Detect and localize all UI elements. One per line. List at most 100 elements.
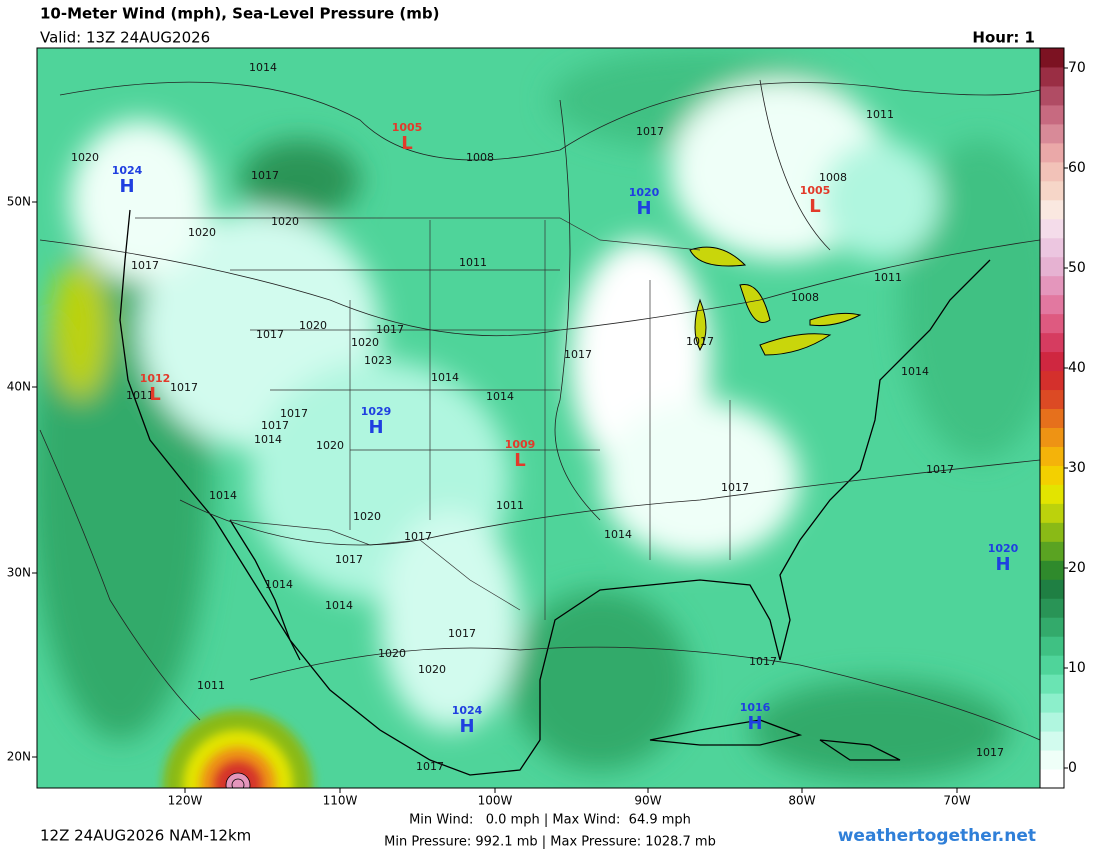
colorbar-bin: [1040, 313, 1064, 334]
colorbar-bin: [1040, 503, 1064, 523]
colorbar-bin: [1040, 655, 1064, 675]
isobar-label: 1017: [749, 655, 777, 668]
center-letter: H: [747, 713, 762, 734]
colorbar-frame: [1039, 47, 1065, 789]
isobar-label: 1020: [188, 226, 216, 239]
isobar-label: 1020: [418, 663, 446, 676]
colorbar-label: 20: [1068, 560, 1086, 576]
isobar-label: 1017: [376, 323, 404, 336]
colorbar-bin: [1040, 294, 1064, 315]
colorbar-bin: [1040, 66, 1064, 87]
isobar-label: 1017: [721, 481, 749, 494]
isobar-label: 1014: [604, 528, 632, 541]
colorbar-bin: [1040, 408, 1064, 428]
lon-label: 80W: [788, 794, 815, 808]
isobar-label: 1014: [325, 599, 353, 612]
center-letter: L: [809, 196, 820, 217]
isobar-label: 1014: [249, 61, 277, 74]
lon-label: 120W: [168, 794, 203, 808]
center-pressure: 1012: [140, 372, 171, 385]
colorbar-label: 70: [1068, 60, 1086, 76]
colorbar-bin: [1040, 636, 1064, 656]
center-pressure: 1024: [452, 704, 483, 717]
center-pressure: 1029: [361, 405, 392, 418]
lon-label: 110W: [323, 794, 358, 808]
colorbar-bin: [1040, 598, 1064, 618]
isobar-label: 1017: [335, 553, 363, 566]
colorbar-bin: [1040, 522, 1064, 542]
center-letter: H: [459, 716, 474, 737]
isobar-label: 1008: [466, 151, 494, 164]
colorbar-bin: [1040, 712, 1064, 732]
center-letter: L: [149, 384, 160, 405]
isobar-label: 1017: [564, 348, 592, 361]
center-letter: L: [401, 133, 412, 154]
isobar-label: 1020: [351, 336, 379, 349]
wind-shading: [37, 50, 1040, 780]
lat-label: 20N: [7, 750, 31, 764]
center-pressure: 1024: [112, 164, 143, 177]
colorbar-label: 0: [1068, 760, 1077, 776]
hurricane: [163, 710, 313, 788]
colorbar-bin: [1040, 351, 1064, 372]
colorbar-bin: [1040, 256, 1064, 277]
isobars: [39, 79, 1040, 741]
colorbar-bin: [1040, 427, 1064, 447]
colorbar-bin: [1040, 446, 1064, 466]
isobar-label: 1014: [486, 390, 514, 403]
valid-time: Valid: 13Z 24AUG2026: [40, 29, 210, 47]
model-run: 12Z 24AUG2026 NAM-12km: [40, 827, 251, 845]
isobar-label: 1020: [378, 647, 406, 660]
colorbar-bin: [1040, 275, 1064, 296]
forecast-hour: Hour: 1: [972, 29, 1035, 47]
isobar-label: 1017: [251, 169, 279, 182]
isobar-label: 1011: [866, 108, 894, 121]
great-lakes: [689, 246, 862, 356]
isobar-label: 1008: [819, 171, 847, 184]
colorbar-label: 60: [1068, 160, 1086, 176]
colorbar-bin: [1040, 123, 1064, 144]
colorbar-bin: [1040, 180, 1064, 201]
isobar-label: 1020: [271, 215, 299, 228]
pressure-stats: Min Pressure: 992.1 mb | Max Pressure: 1…: [384, 835, 716, 850]
isobar-label: 1020: [353, 510, 381, 523]
isobar-label: 1017: [976, 746, 1004, 759]
borders: [135, 217, 731, 620]
colorbar-bin: [1040, 237, 1064, 258]
isobar-label: 1017: [256, 328, 284, 341]
isobar-label: 1011: [874, 271, 902, 284]
colorbar-label: 10: [1068, 660, 1086, 676]
isobar-label: 1017: [926, 463, 954, 476]
colorbar-bin: [1040, 579, 1064, 599]
isobar-label: 1011: [496, 499, 524, 512]
colorbar-bin: [1040, 199, 1064, 220]
isobar-label: 1011: [459, 256, 487, 269]
colorbar-bin: [1040, 693, 1064, 713]
isobar-label: 1017: [636, 125, 664, 138]
colorbar-bin: [1040, 731, 1064, 751]
lon-label: 70W: [943, 794, 970, 808]
isobar-label: 1020: [71, 151, 99, 164]
colorbar-bin: [1040, 541, 1064, 561]
isobar-label: 1014: [265, 578, 293, 591]
center-letter: H: [995, 554, 1010, 575]
title: 10-Meter Wind (mph), Sea-Level Pressure …: [40, 5, 440, 23]
isobar-label: 1014: [431, 371, 459, 384]
isobar-label: 1017: [170, 381, 198, 394]
isobar-label: 1020: [299, 319, 327, 332]
wind-stats: Min Wind: 0.0 mph | Max Wind: 64.9 mph: [409, 813, 691, 828]
center-pressure: 1005: [392, 121, 423, 134]
isobar-label: 1017: [416, 760, 444, 773]
colorbar-bin: [1040, 218, 1064, 239]
colorbar-label: 50: [1068, 260, 1086, 276]
coastlines: [119, 209, 991, 776]
colorbar-label: 40: [1068, 360, 1086, 376]
colorbar-bin: [1040, 370, 1064, 391]
colorbar-bin: [1040, 389, 1064, 410]
colorbar-bin: [1040, 674, 1064, 694]
colorbar-bin: [1040, 161, 1064, 182]
center-pressure: 1020: [629, 186, 660, 199]
lon-label: 100W: [478, 794, 513, 808]
